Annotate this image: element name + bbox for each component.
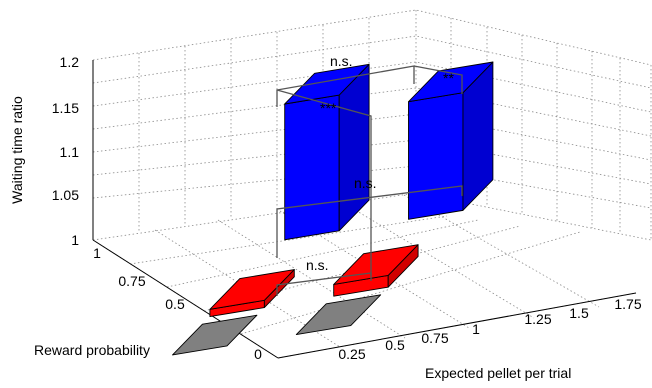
x-axis-label: Expected pellet per trial bbox=[425, 365, 571, 381]
bar-flat-face bbox=[172, 314, 258, 356]
y-axis-label: Reward probability bbox=[34, 342, 150, 358]
z-axis-label: Waiting time ratio bbox=[9, 96, 25, 204]
z-tick-label: 1.2 bbox=[60, 54, 80, 70]
x-tick-label: 1.25 bbox=[524, 311, 551, 327]
bar bbox=[333, 244, 419, 297]
x-tick-label: 1.5 bbox=[569, 305, 589, 321]
x-tick-label: 1.75 bbox=[614, 296, 641, 312]
bracket-top-ns bbox=[276, 65, 415, 107]
bar bbox=[295, 294, 382, 335]
z-tick-label: 1.1 bbox=[60, 144, 80, 160]
bar bbox=[209, 269, 295, 317]
bar-top-face bbox=[284, 63, 370, 105]
bracket-mid-ns bbox=[276, 185, 463, 258]
bar-front-face bbox=[284, 94, 340, 241]
bar-front-face bbox=[408, 92, 464, 220]
bar-top-face bbox=[209, 269, 295, 310]
significance-brackets bbox=[276, 65, 463, 296]
z-tick-label: 1 bbox=[71, 232, 79, 248]
bracket-right-double-star bbox=[413, 65, 463, 94]
annotation-double-star: ** bbox=[443, 70, 454, 86]
x-tick-label: 1 bbox=[472, 321, 480, 337]
z-tick-label: 1.05 bbox=[52, 187, 79, 203]
axes bbox=[92, 60, 637, 359]
bracket-low-ns bbox=[276, 272, 372, 296]
bracket-mid-triple-star bbox=[276, 89, 372, 276]
annotation-ns-mid: n.s. bbox=[354, 175, 377, 191]
z-tick-label: 1.15 bbox=[52, 100, 79, 116]
bar bbox=[284, 63, 370, 241]
x-tick-label: 0.5 bbox=[385, 337, 405, 353]
bar-top-face bbox=[408, 61, 494, 103]
grid-back-wall bbox=[92, 9, 652, 241]
x-axis-line bbox=[277, 292, 637, 359]
z-tick-labels: 1 1.05 1.1 1.15 1.2 bbox=[52, 54, 79, 248]
x-tick-labels: 0.25 0.5 0.75 1 1.25 1.5 1.75 bbox=[338, 296, 641, 362]
y-tick-label: 1 bbox=[93, 245, 101, 261]
y-tick-label: 0.5 bbox=[165, 296, 185, 312]
y-axis-line bbox=[92, 239, 279, 359]
x-tick-label: 0.75 bbox=[421, 330, 448, 346]
y-tick-label: 0.75 bbox=[118, 273, 145, 289]
annotation-triple-star: *** bbox=[320, 100, 337, 116]
annotation-ns-top: n.s. bbox=[330, 53, 353, 69]
annotation-ns-low: n.s. bbox=[306, 257, 329, 273]
bar-flat-face bbox=[295, 294, 382, 335]
y-tick-label: 0 bbox=[254, 346, 262, 362]
x-tick-label: 0.25 bbox=[338, 346, 365, 362]
bar bbox=[172, 314, 258, 356]
